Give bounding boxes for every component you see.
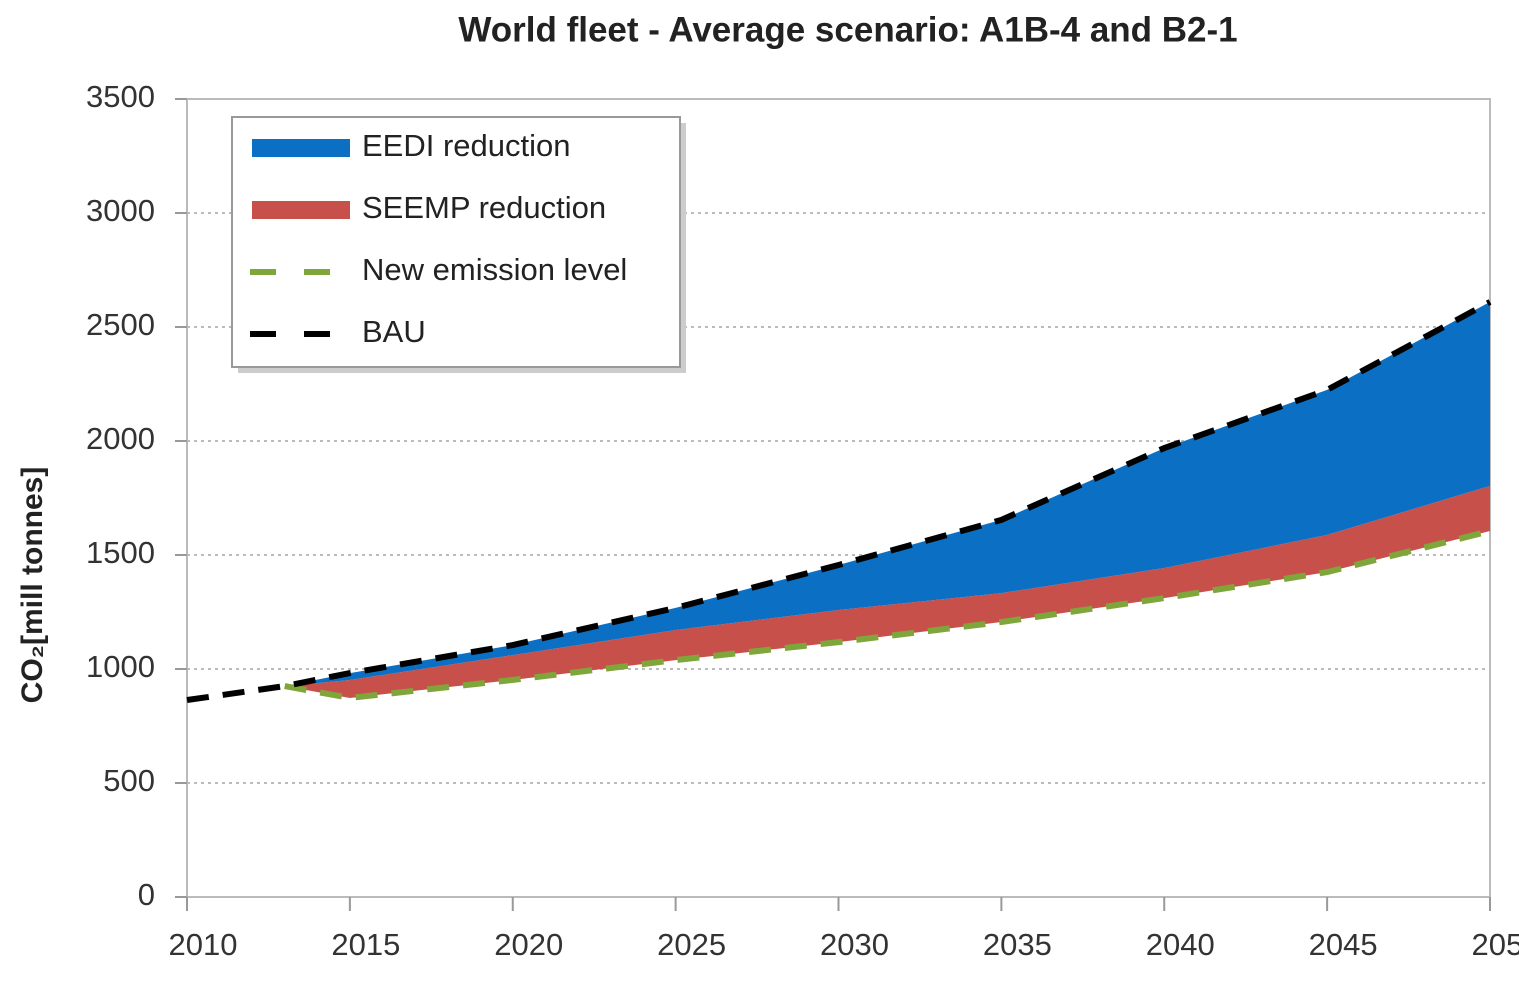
y-tick-label: 3500 xyxy=(86,79,155,114)
area xyxy=(284,485,1491,698)
legend-label: SEEMP reduction xyxy=(362,190,606,225)
legend-box xyxy=(231,116,681,368)
y-tick-label: 0 xyxy=(138,877,155,912)
y-axis-label: CO₂[mill tonnes] xyxy=(16,467,49,704)
y-tick-label: 2500 xyxy=(86,307,155,342)
legend-label: BAU xyxy=(362,314,426,349)
plot-area xyxy=(186,98,1492,898)
area xyxy=(284,301,1491,687)
line xyxy=(186,299,1492,703)
chart-title: World fleet - Average scenario: A1B-4 an… xyxy=(458,10,1237,49)
y-tick-label: 3000 xyxy=(86,193,155,228)
x-tick-label: 2015 xyxy=(331,927,400,962)
y-tick-label: 2000 xyxy=(86,421,155,456)
x-tick-label: 2040 xyxy=(1146,927,1215,962)
y-tick-label: 1000 xyxy=(86,649,155,684)
legend-label: EEDI reduction xyxy=(362,128,571,163)
x-tick-label: 2045 xyxy=(1309,927,1378,962)
y-tick-label: 500 xyxy=(103,763,155,798)
x-tick-label: 2010 xyxy=(169,927,238,962)
x-tick-label: 2050 xyxy=(1472,927,1519,962)
x-tick-label: 2030 xyxy=(820,927,889,962)
line xyxy=(284,528,1491,701)
legend-swatch xyxy=(252,201,350,219)
x-tick-label: 2020 xyxy=(494,927,563,962)
y-tick-label: 1500 xyxy=(86,535,155,570)
x-tick-label: 2035 xyxy=(983,927,1052,962)
legend-swatch xyxy=(252,139,350,157)
x-tick-label: 2025 xyxy=(657,927,726,962)
legend-label: New emission level xyxy=(362,252,627,287)
